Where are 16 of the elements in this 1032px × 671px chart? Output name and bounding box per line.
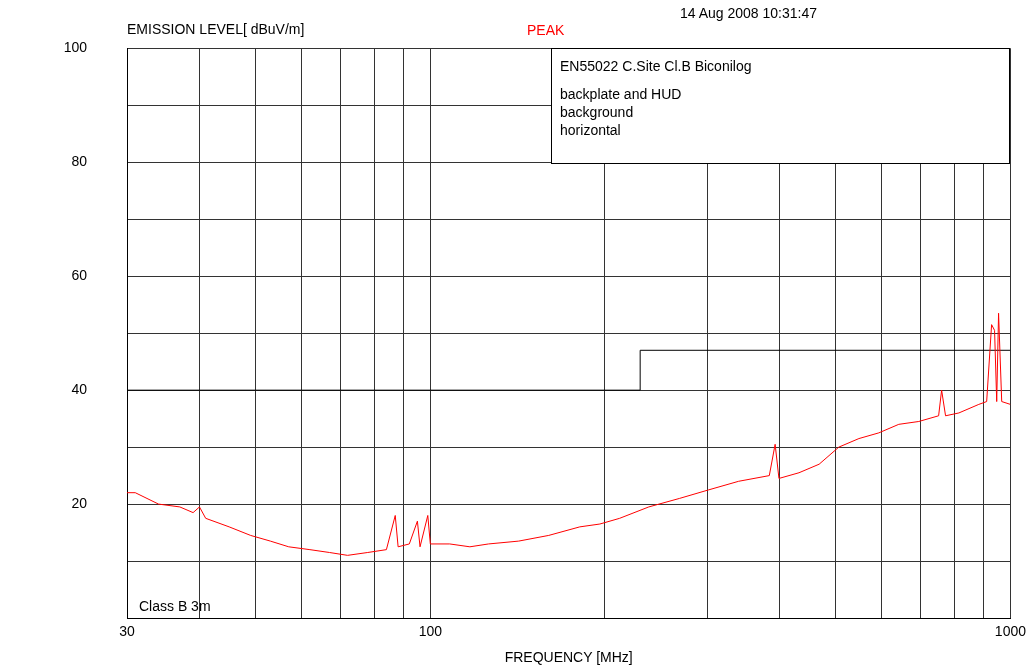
x-axis-title: FREQUENCY [MHz]	[504, 649, 633, 666]
x-tick-label: 30	[119, 623, 135, 640]
y-tick-label: 60	[71, 267, 88, 284]
y-tick-label: 40	[71, 381, 88, 398]
y-tick-label: 100	[63, 39, 88, 56]
annotation: backplate and HUD	[560, 85, 683, 104]
y-tick-label: 80	[71, 153, 88, 170]
y-axis-title: EMISSION LEVEL[ dBuV/m]	[127, 21, 305, 37]
annotation: EN55022 C.Site Cl.B Biconilog	[560, 57, 753, 76]
y-tick-label: 20	[71, 494, 88, 511]
annotation: background	[560, 103, 635, 122]
chart-subtitle: 14 Aug 2008 10:31:47	[680, 5, 818, 21]
annotation: horizontal	[560, 121, 622, 140]
x-tick-label: 1000	[994, 623, 1027, 640]
x-tick-label: 100	[418, 623, 443, 640]
text: PEAK	[527, 21, 566, 38]
